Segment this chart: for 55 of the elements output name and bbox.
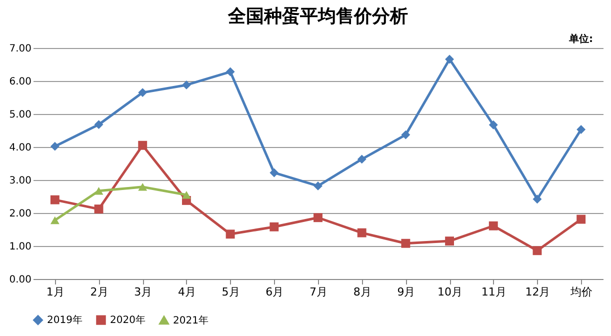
legend-label: 2021年: [173, 314, 208, 326]
point: [357, 154, 366, 164]
x-tick-label: 7月: [310, 286, 328, 298]
point: [94, 204, 104, 214]
point: [401, 130, 410, 140]
point: [138, 183, 148, 191]
point: [532, 246, 542, 256]
x-tick-label: 均价: [570, 286, 593, 298]
point: [50, 195, 60, 204]
point: [138, 88, 148, 98]
y-tick-label: 7.00: [9, 44, 32, 54]
legend-label: 2020年: [110, 314, 146, 326]
x-tick-label: 5月: [222, 286, 240, 298]
point: [270, 168, 279, 178]
point: [488, 221, 498, 230]
point: [532, 194, 542, 204]
point: [50, 142, 60, 151]
y-tick-label: 2.00: [9, 208, 32, 220]
text: 单位:: [568, 33, 593, 45]
point: [314, 213, 322, 222]
x-tick-label: 10月: [438, 286, 463, 298]
x-tick-label: 6月: [266, 286, 284, 298]
x-tick-label: 4月: [178, 286, 196, 298]
legend-label: 2019年: [47, 314, 82, 326]
point: [94, 120, 104, 130]
point: [576, 214, 586, 224]
point: [576, 125, 586, 134]
y-tick-label: 4.00: [9, 142, 32, 154]
y-tick-label: 5.00: [9, 110, 32, 120]
x-tick-label: 2月: [90, 286, 108, 298]
point: [488, 120, 498, 130]
y-tick-label: 0.00: [9, 274, 32, 286]
point: [445, 54, 454, 64]
point: [226, 67, 235, 76]
x-tick-label: 11月: [481, 286, 506, 298]
chart-title: 全国种蛋平均售价分析: [227, 6, 408, 27]
y-tick-label: 1.00: [9, 242, 32, 252]
point: [226, 230, 235, 239]
point: [94, 187, 104, 195]
x-tick-label: 12月: [525, 286, 550, 298]
point: [270, 222, 279, 232]
x-tick-label: 3月: [134, 286, 152, 298]
point: [401, 238, 410, 248]
point: [182, 190, 191, 199]
y-tick-label: 6.00: [9, 76, 32, 88]
point: [138, 140, 148, 150]
x-tick-label: 8月: [353, 286, 372, 298]
x-tick-label: 9月: [397, 286, 416, 298]
x-tick-label: 1月: [46, 286, 64, 298]
point: [182, 80, 191, 90]
point: [445, 236, 454, 246]
y-tick-label: 3.00: [9, 176, 32, 186]
point: [50, 216, 60, 224]
point: [314, 181, 322, 190]
point: [357, 228, 366, 238]
